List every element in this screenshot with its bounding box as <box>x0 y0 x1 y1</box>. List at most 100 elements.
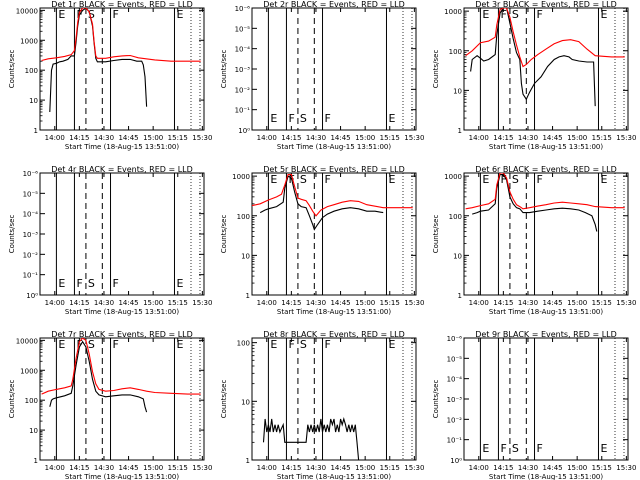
det3-ytick-label: 1000 <box>444 8 462 16</box>
det5-xtick-label: 15:00 <box>355 299 375 307</box>
det8-xtick-label: 15:30 <box>404 464 424 472</box>
det5-ylabel: Counts/sec <box>220 215 228 254</box>
det4-xlabel: Start Time (18-Aug-15 13:51:00) <box>65 308 179 316</box>
det6-xtick-label: 14:30 <box>518 299 538 307</box>
det3-xtick-label: 15:30 <box>616 134 636 142</box>
det9-ytick-label: 10⁻⁴ <box>447 376 463 384</box>
det9-ytick-label: 10⁻⁵ <box>447 355 463 363</box>
det7-ylabel: Counts/sec <box>8 380 16 419</box>
det3-xtick-label: 15:15 <box>592 134 612 142</box>
det7-marker-label: F <box>76 338 82 351</box>
det1-lld-series-line <box>41 8 201 62</box>
det8-title: Det 8r BLACK = Events, RED = LLD <box>263 330 405 339</box>
det6-xlabel: Start Time (18-Aug-15 13:51:00) <box>489 308 603 316</box>
det3-xlabel: Start Time (18-Aug-15 13:51:00) <box>489 143 603 151</box>
det9-xtick-label: 14:00 <box>469 464 489 472</box>
det2-marker-label: E <box>270 112 277 125</box>
det3-ytick-label: 10 <box>453 87 462 95</box>
det7-xtick-label: 14:15 <box>69 464 89 472</box>
det9-ytick-label: 10⁻¹ <box>447 437 463 445</box>
det8-xtick-label: 14:45 <box>330 464 350 472</box>
det3-axis-frame <box>463 7 629 131</box>
det9-ytick-label: 10⁻² <box>447 416 463 424</box>
det4-ytick-label: 10⁻³ <box>23 231 39 239</box>
det8-marker-label: E <box>388 338 395 351</box>
det1-marker-label: E <box>176 8 183 21</box>
det2-ylabel: Counts/sec <box>220 50 228 89</box>
det5-xtick-label: 14:45 <box>330 299 350 307</box>
det5-lld-series-line <box>252 173 413 217</box>
det1-xlabel: Start Time (18-Aug-15 13:51:00) <box>65 143 179 151</box>
det4-ytick-label: 10⁻⁶ <box>23 170 39 178</box>
det6-xtick-label: 15:00 <box>567 299 587 307</box>
det9-xlabel: Start Time (18-Aug-15 13:51:00) <box>489 473 603 480</box>
det6-xtick-label: 15:30 <box>616 299 636 307</box>
det2-marker-label: F <box>325 112 331 125</box>
det4-ylabel: Counts/sec <box>8 215 16 254</box>
det7-ytick-label: 10 <box>29 427 38 435</box>
det7-xtick-label: 14:45 <box>118 464 138 472</box>
det2-xtick-label: 14:45 <box>330 134 350 142</box>
det4-xtick-label: 14:15 <box>69 299 89 307</box>
det5-marker-label: E <box>388 173 395 186</box>
det3-marker-label: E <box>482 8 489 21</box>
det1-xtick-label: 14:30 <box>94 134 114 142</box>
det1-xtick-label: 15:15 <box>168 134 188 142</box>
det2-ytick-label: 10⁻⁵ <box>235 25 251 33</box>
det1-xtick-label: 15:00 <box>143 134 163 142</box>
det8-marker-label: F <box>325 338 331 351</box>
det2-xtick-label: 14:15 <box>281 134 301 142</box>
det5-events-series-line <box>259 175 384 231</box>
det5-xtick-label: 14:15 <box>281 299 301 307</box>
det8-events-series-line <box>262 417 360 460</box>
det6-marker-label: S <box>512 173 519 186</box>
det5-marker-label: E <box>270 173 277 186</box>
det9-xtick-label: 14:30 <box>518 464 538 472</box>
det5-ytick-label: 10 <box>241 252 250 260</box>
det4-ytick-label: 10⁻² <box>23 251 39 259</box>
det6-marker-label: F <box>537 173 543 186</box>
det1-events-series-line <box>49 8 148 113</box>
det2-marker-label: S <box>300 112 307 125</box>
det2-marker-label: E <box>388 112 395 125</box>
det1-xtick-label: 14:15 <box>69 134 89 142</box>
det3-xtick-label: 15:00 <box>567 134 587 142</box>
det7-axis-frame <box>39 337 205 461</box>
det9-xtick-label: 14:45 <box>542 464 562 472</box>
det8-xlabel: Start Time (18-Aug-15 13:51:00) <box>277 473 391 480</box>
det9-ylabel: Counts/sec <box>432 380 440 419</box>
det2-marker-label: F <box>288 112 294 125</box>
det5-xtick-label: 15:15 <box>380 299 400 307</box>
det4-xtick-label: 14:30 <box>94 299 114 307</box>
det8-marker-label: E <box>270 338 277 351</box>
det1-xtick-label: 14:00 <box>45 134 65 142</box>
det1-ylabel: Counts/sec <box>8 50 16 89</box>
det3-xtick-label: 14:30 <box>518 134 538 142</box>
det8-axis-frame <box>251 337 417 461</box>
det8-marker-label: F <box>288 338 294 351</box>
det1-ytick-label: 100 <box>25 67 38 75</box>
det9-marker-label: F <box>537 442 543 455</box>
det4-marker-label: F <box>76 277 82 290</box>
det7-title: Det 7r BLACK = Events, RED = LLD <box>51 330 193 339</box>
det7-marker-label: F <box>113 338 119 351</box>
det4-xtick-label: 14:45 <box>118 299 138 307</box>
det8-ylabel: Counts/sec <box>220 380 228 419</box>
det2-title: Det 2r BLACK = Events, RED = LLD <box>263 0 405 9</box>
det3-events-series-line <box>470 8 596 107</box>
det1-title: Det 1r BLACK = Events, RED = LLD <box>51 0 193 9</box>
det4-ytick-label: 10⁻⁵ <box>23 190 39 198</box>
det5-xtick-label: 14:00 <box>257 299 277 307</box>
det4-xtick-label: 15:30 <box>192 299 212 307</box>
det5-ytick-label: 1 <box>246 292 250 300</box>
det3-ytick-label: 1 <box>458 127 462 135</box>
det7-ytick-label: 10000 <box>16 337 38 345</box>
det5-title: Det 5r BLACK = Events, RED = LLD <box>263 165 405 174</box>
det3-xtick-label: 14:45 <box>542 134 562 142</box>
det4-marker-label: F <box>113 277 119 290</box>
det6-lld-series-line <box>465 173 625 210</box>
det3-title: Det 3r BLACK = Events, RED = LLD <box>475 0 617 9</box>
det4-xtick-label: 15:00 <box>143 299 163 307</box>
det6-xtick-label: 15:15 <box>592 299 612 307</box>
